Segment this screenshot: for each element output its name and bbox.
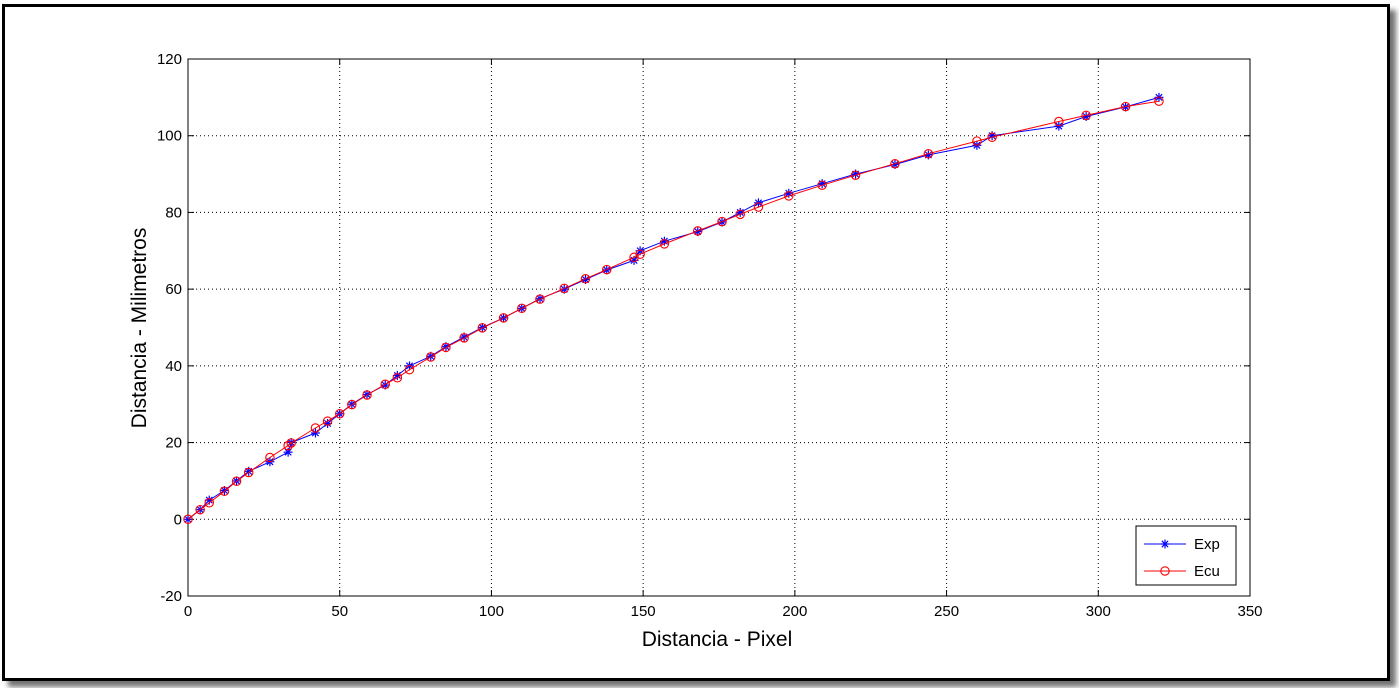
legend: Exp Ecu <box>1135 525 1237 586</box>
point-ecu <box>219 486 230 497</box>
point-ecu <box>735 209 745 220</box>
point-ecu <box>987 132 997 142</box>
point-ecu <box>310 423 321 433</box>
point-ecu <box>693 226 703 236</box>
x-tick-label: 350 <box>1237 603 1262 620</box>
legend-ecu-point <box>1160 566 1170 576</box>
x-axis-label: Distancia - Pixel <box>642 628 793 651</box>
y-tick-label: 60 <box>165 281 182 298</box>
point-ecu <box>425 352 436 362</box>
point-ecu <box>347 399 357 410</box>
point-ecu <box>477 323 488 333</box>
grid-layer <box>188 59 1250 596</box>
point-ecu <box>243 467 254 478</box>
point-ecu <box>972 136 982 146</box>
point-ecu <box>334 409 345 419</box>
point-ecu <box>231 476 242 487</box>
point-ecu <box>286 438 296 448</box>
x-tick-label: 200 <box>782 603 807 620</box>
series-line-ecu <box>187 100 1160 520</box>
point-ecu <box>498 313 509 323</box>
point-ecu <box>204 498 214 508</box>
y-tick-label: 120 <box>157 51 182 68</box>
x-tick-label: 250 <box>934 603 959 620</box>
series-layer <box>183 92 1164 525</box>
point-ecu <box>659 239 670 249</box>
point-ecu <box>850 170 861 180</box>
point-ecu <box>817 180 827 190</box>
point-exp <box>310 428 320 438</box>
point-ecu <box>265 452 275 463</box>
legend-label-ecu: Ecu <box>1194 563 1220 580</box>
series-line-exp <box>187 96 1160 520</box>
point-ecu <box>601 264 612 275</box>
point-ecu <box>322 416 333 426</box>
point-ecu <box>580 274 591 284</box>
point-ecu <box>404 364 415 375</box>
point-exp <box>323 418 333 428</box>
legend-box <box>1135 525 1237 586</box>
point-ecu <box>195 504 205 515</box>
point-ecu <box>1054 116 1064 127</box>
point-ecu <box>441 342 451 353</box>
point-ecu <box>784 191 794 201</box>
point-ecu <box>635 249 645 259</box>
y-tick-label: 40 <box>165 358 182 375</box>
x-tick-label: 300 <box>1086 603 1111 620</box>
legend-exp-point <box>1160 539 1170 549</box>
point-ecu <box>753 202 764 212</box>
point-ecu <box>923 148 934 159</box>
point-ecu <box>890 158 900 169</box>
point-ecu <box>1081 110 1091 121</box>
y-tick-label: -20 <box>160 588 182 605</box>
x-tick-label: 100 <box>479 603 504 620</box>
x-tick-label: 150 <box>631 603 656 620</box>
y-tick-label: 20 <box>165 435 182 452</box>
y-axis-label: Distancia - Milimetros <box>128 228 151 429</box>
point-ecu <box>1154 96 1164 106</box>
y-tick-label: 100 <box>157 128 182 145</box>
y-tick-label: 0 <box>174 511 182 528</box>
x-tick-label: 50 <box>331 603 348 620</box>
point-ecu <box>380 379 390 390</box>
x-tick-label: 0 <box>184 603 192 620</box>
legend-exp-marker <box>1160 539 1170 549</box>
point-ecu <box>459 333 469 343</box>
point-ecu <box>1120 101 1131 112</box>
plot-area <box>187 58 1251 597</box>
point-ecu <box>535 294 545 304</box>
point-ecu <box>392 372 403 383</box>
point-ecu <box>717 216 727 227</box>
point-ecu <box>559 283 570 294</box>
legend-ecu-marker <box>1160 566 1170 576</box>
point-ecu <box>517 303 527 314</box>
point-exp <box>283 447 293 457</box>
point-ecu <box>183 514 193 525</box>
legend-label-exp: Exp <box>1194 536 1220 553</box>
point-ecu <box>283 440 293 451</box>
point-ecu <box>629 252 639 263</box>
point-ecu <box>362 390 372 400</box>
y-tick-label: 80 <box>165 204 182 221</box>
